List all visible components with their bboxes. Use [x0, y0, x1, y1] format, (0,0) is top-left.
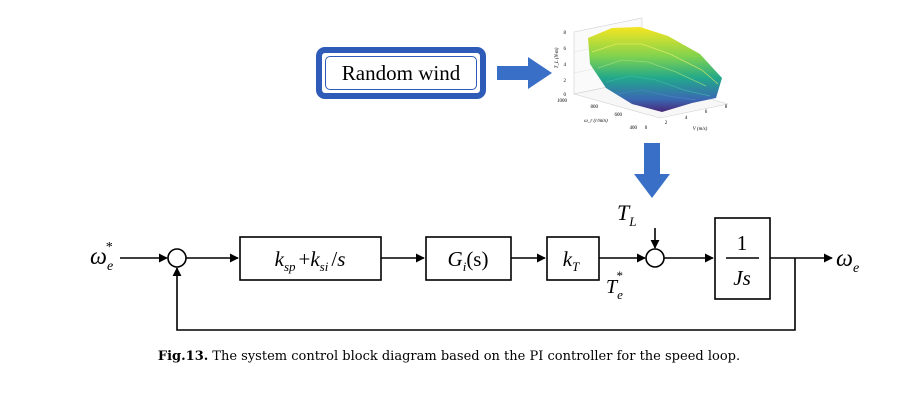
- plot-depth-tick: 1000: [557, 99, 568, 104]
- random-wind-label: Random wind: [325, 56, 477, 90]
- random-wind-block: Random wind: [316, 47, 486, 99]
- plot-y-tick: 6: [564, 47, 567, 52]
- pi-controller-block: [239, 236, 382, 281]
- plot-depth-label: ω_r (r/min): [584, 119, 608, 124]
- load-torque-label: TL: [617, 200, 636, 229]
- torque-ref-label: Te*: [606, 268, 623, 302]
- surface-contour: [615, 89, 697, 101]
- plot-x-tick: 4: [685, 116, 688, 121]
- plot-y-label: T_L (N·m): [555, 47, 560, 68]
- figure-caption-text: The system control block diagram based o…: [212, 349, 741, 364]
- plot-x-tick: 0: [645, 126, 648, 131]
- error-summing-junction: [167, 248, 187, 268]
- torque-constant-label: kT: [563, 247, 580, 274]
- plot-y-tick: 8: [564, 31, 567, 36]
- plot-y-tick: 0: [564, 93, 567, 98]
- figure-label: Fig.13.: [157, 349, 209, 364]
- feedback-path: [172, 258, 796, 331]
- plot-x-tick: 2: [665, 121, 668, 126]
- plant-denominator: Js: [733, 266, 751, 290]
- plot-x-tick: 8: [725, 105, 728, 110]
- plant-numerator: 1: [737, 231, 748, 255]
- surface-contour: [597, 59, 707, 87]
- plot-y-tick: 2: [564, 79, 567, 84]
- wind-to-plot-arrow: [497, 57, 552, 89]
- plot-x-label: V (m/s): [693, 127, 708, 132]
- surface-contour: [605, 75, 711, 97]
- plot-depth-tick: 600: [615, 113, 623, 118]
- plot-x-tick: 6: [705, 110, 708, 115]
- output-signal-label: ωe: [836, 246, 859, 276]
- figure-caption: Fig.13. The system control block diagram …: [0, 349, 898, 364]
- plot-depth-tick: 400: [630, 126, 638, 131]
- plot-to-junction-arrow: [634, 143, 670, 198]
- surface-plot: 8 6 4 2 0 T_L (N·m) 1000 800 600 400 ω_r…: [555, 17, 729, 132]
- pi-controller-label: ksp +ksi/s: [275, 247, 346, 274]
- plot-depth-tick: 800: [591, 105, 599, 110]
- current-loop-label: Gi(s): [448, 247, 489, 274]
- plot-y-tick: 4: [564, 63, 567, 68]
- surface-contour: [591, 43, 719, 85]
- current-loop-block: [425, 236, 512, 281]
- reference-signal-label: ωe*: [90, 240, 113, 274]
- torque-summing-junction: [645, 248, 665, 268]
